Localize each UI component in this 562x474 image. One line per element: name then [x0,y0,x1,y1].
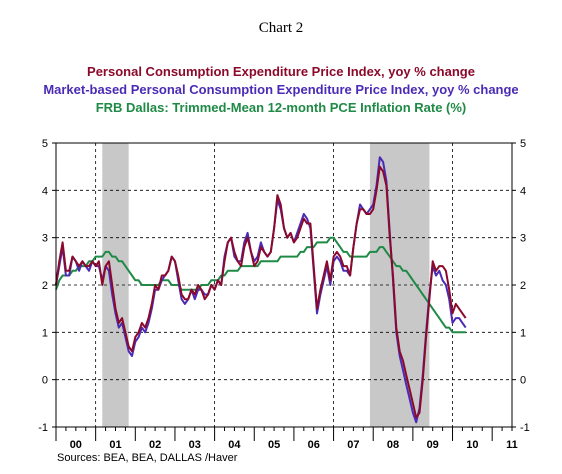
x-tick-label: 11 [506,439,518,451]
y-tick-label-right: 0 [520,375,526,387]
y-tick-label-left: 5 [42,138,48,150]
legend-entry-trimmed-mean: FRB Dallas: Trimmed-Mean 12-month PCE In… [95,100,467,115]
x-tick-label: 10 [466,439,478,451]
x-tick-label: 01 [109,439,121,451]
series-line-2 [55,236,466,334]
x-tick-label: 04 [228,439,241,451]
x-tick-label: 09 [427,439,439,451]
y-tick-label-left: 4 [42,185,48,197]
y-tick-label-right: 4 [520,185,526,197]
y-tick-label-left: 0 [42,375,48,387]
y-tick-label-left: 1 [42,327,48,339]
series-line-0 [55,165,467,419]
grid-layer [56,143,512,427]
y-tick-label-right: -1 [520,422,530,434]
y-tick-label-right: 2 [520,280,526,292]
x-tick-label: 08 [387,439,399,451]
chart-title: Chart 2 [258,20,304,36]
y-tick-label-left: 3 [42,233,48,245]
legend-entry-pce: Personal Consumption Expenditure Price I… [87,64,475,79]
axis-layer: -1 -10 01 12 23 34 45 500 01 02 03 04 05 06 07 08 09 10 11 [38,138,530,451]
x-tick-label: 02 [149,439,161,451]
sources-note: Sources: BEA, BEA, DALLAS /Haver [57,452,238,464]
series-layer [55,156,467,424]
y-tick-label-left: 2 [42,280,48,292]
x-tick-label: 05 [268,439,280,451]
x-tick-label: 03 [189,439,201,451]
y-tick-label-right: 3 [520,233,526,245]
x-tick-label: 00 [70,439,82,451]
legend-entry-market-pce: Market-based Personal Consumption Expend… [43,82,519,97]
y-tick-label-right: 5 [520,138,526,150]
x-tick-label: 06 [308,439,320,451]
y-tick-label-right: 1 [520,327,526,339]
y-tick-label-left: -1 [38,422,48,434]
x-tick-label: 07 [347,439,359,451]
